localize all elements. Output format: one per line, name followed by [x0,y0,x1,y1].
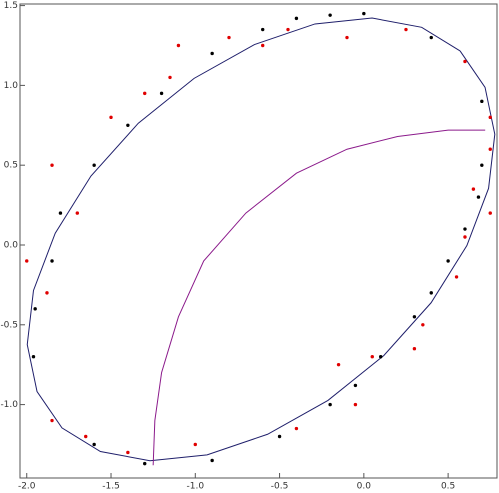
point [159,91,164,96]
point [50,163,54,167]
point [58,211,63,215]
point [336,362,341,367]
curve [152,129,486,466]
point [412,347,417,351]
point [353,383,358,388]
point [210,458,214,463]
point [126,450,130,455]
point [261,43,265,48]
point [404,27,408,32]
point [193,442,197,447]
point [328,402,332,407]
point [429,291,433,295]
point [446,259,450,263]
point [429,35,433,40]
point [488,211,492,215]
point [362,11,366,16]
point [25,259,29,263]
plot-frame [19,3,498,479]
point [480,99,484,104]
point [488,115,492,120]
point [31,355,36,359]
point [176,43,181,48]
y-tick-label: 0.0 [4,240,19,250]
x-tick-label: -0.5 [271,482,289,492]
x-tick-label: -1.5 [102,482,120,492]
point [454,275,459,279]
point [353,402,358,407]
point [463,227,467,231]
x-tick-label: 0.5 [441,482,455,492]
point [261,27,265,32]
point [84,434,88,439]
point [476,195,481,199]
point [463,235,467,239]
point [471,187,476,191]
point [421,323,425,327]
point [370,355,374,359]
point [345,35,349,40]
y-tick-label: 0.5 [4,161,18,171]
point [109,115,113,120]
point [294,426,299,431]
point [50,418,54,423]
point [143,91,147,96]
point [328,13,332,17]
point [92,163,96,167]
point [75,211,80,215]
point [45,291,49,295]
point [294,16,299,21]
point [33,307,37,311]
y-tick-label: 1.0 [4,81,19,91]
point [463,59,467,64]
y-tick-label: -1.0 [0,400,18,410]
x-tick-label: 0.0 [357,482,372,492]
y-tick-label: 1.5 [4,1,18,11]
point [50,259,54,263]
point [378,355,383,359]
x-tick-label: -1.0 [187,482,205,492]
point [286,27,290,32]
curve [26,17,496,462]
x-tick-label: -2.0 [18,482,36,492]
point [143,461,147,466]
point [210,51,214,56]
y-tick-label: -0.5 [0,320,18,330]
point [126,123,130,127]
point [92,442,96,447]
point [488,147,492,151]
point [277,434,282,439]
point [412,315,417,319]
point [480,163,484,167]
point [227,35,231,40]
point [168,75,172,80]
